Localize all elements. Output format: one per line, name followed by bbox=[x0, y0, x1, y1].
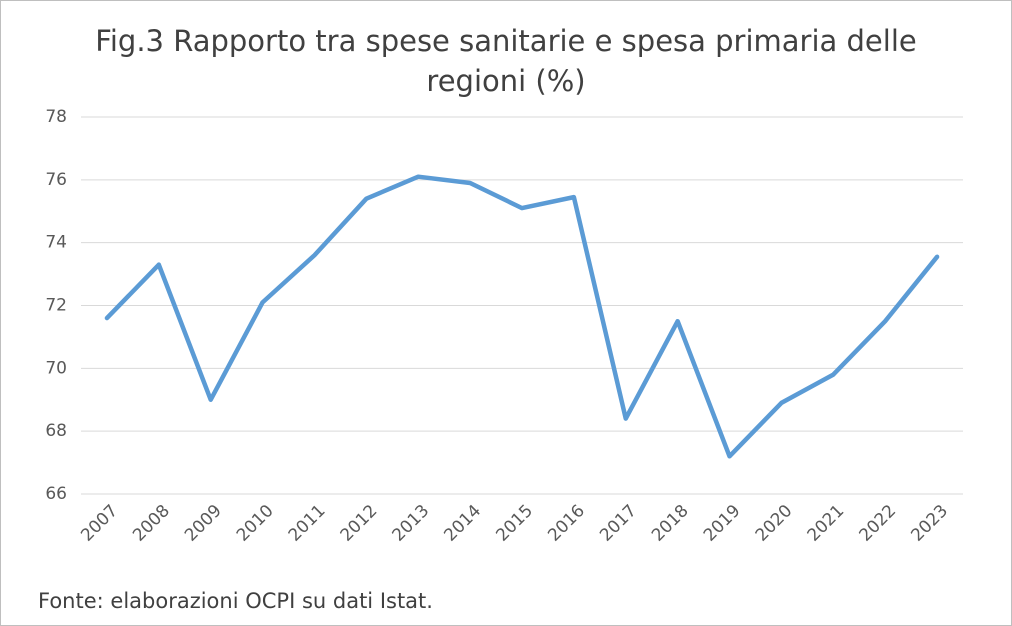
x-tick-label: 2010 bbox=[233, 501, 278, 546]
x-tick-label: 2012 bbox=[337, 501, 382, 546]
x-tick-label: 2018 bbox=[648, 501, 693, 546]
y-tick-label: 78 bbox=[45, 107, 67, 127]
x-tick-label: 2008 bbox=[129, 501, 174, 546]
source-note: Fonte: elaborazioni OCPI su dati Istat. bbox=[38, 589, 433, 613]
y-tick-label: 66 bbox=[45, 484, 67, 504]
x-tick-label: 2023 bbox=[907, 501, 952, 546]
x-tick-label: 2017 bbox=[596, 501, 641, 546]
y-tick-label: 74 bbox=[45, 233, 67, 253]
data-line bbox=[104, 174, 940, 459]
x-tick-label: 2007 bbox=[77, 501, 122, 546]
x-tick-label: 2011 bbox=[285, 501, 330, 546]
chart-title: Fig.3 Rapporto tra spese sanitarie e spe… bbox=[95, 24, 917, 98]
x-tick-label: 2022 bbox=[856, 501, 901, 546]
x-tick-label: 2014 bbox=[440, 501, 485, 546]
y-tick-label: 70 bbox=[45, 358, 67, 378]
x-tick-label: 2013 bbox=[389, 501, 434, 546]
x-tick-label: 2009 bbox=[181, 501, 226, 546]
y-tick-label: 76 bbox=[45, 170, 67, 190]
x-tick-label: 2015 bbox=[492, 501, 537, 546]
x-tick-label: 2021 bbox=[804, 501, 849, 546]
x-tick-label: 2019 bbox=[700, 501, 745, 546]
x-tick-label: 2020 bbox=[752, 501, 797, 546]
y-tick-label: 68 bbox=[45, 421, 67, 441]
y-tick-label: 72 bbox=[45, 296, 67, 316]
x-tick-label: 2016 bbox=[544, 501, 589, 546]
